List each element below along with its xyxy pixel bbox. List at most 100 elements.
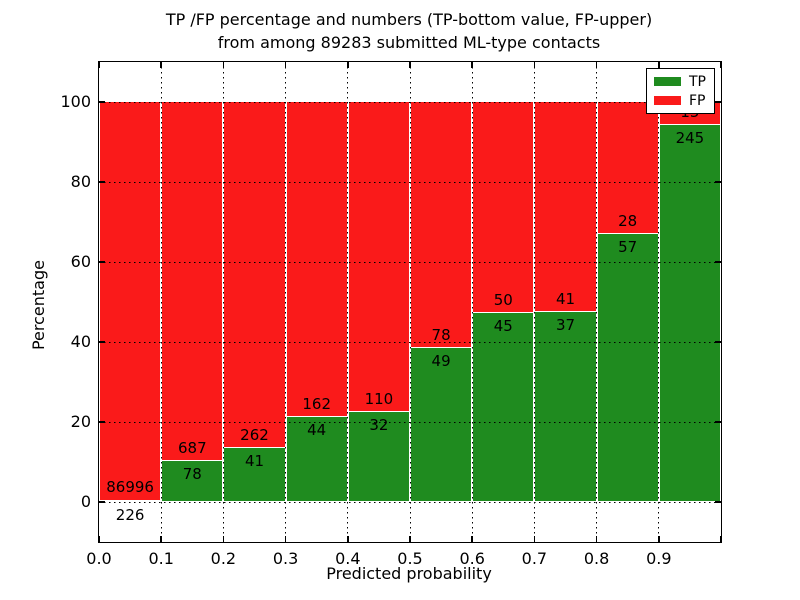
bar-segment-tp <box>659 125 720 502</box>
bar-label-fp: 687 <box>177 439 207 458</box>
x-tick-mark-top <box>347 62 349 68</box>
y-tick-mark-right <box>715 341 721 343</box>
bar-label-tp: 226 <box>115 505 145 524</box>
legend-item-tp: TP <box>654 74 707 90</box>
bar-segment-fp <box>411 102 472 348</box>
gridline-vertical <box>596 62 598 542</box>
x-tick-mark-bottom <box>347 536 349 542</box>
x-tick-label: 0.3 <box>272 549 299 568</box>
y-axis-label: Percentage <box>29 260 48 351</box>
bar-segment-tp <box>286 416 347 502</box>
y-tick-label: 40 <box>70 332 91 351</box>
legend-swatch-tp-icon <box>654 77 681 86</box>
y-tick-label: 100 <box>60 92 91 111</box>
x-tick-label: 0.9 <box>646 549 672 568</box>
bar-segment-tp <box>100 500 161 502</box>
x-tick-mark-bottom <box>720 536 722 542</box>
gridline-vertical <box>222 62 224 542</box>
bar-segment-tp <box>411 347 472 502</box>
gridline-vertical <box>471 62 473 542</box>
chart-title: TP /FP percentage and numbers (TP-bottom… <box>98 8 720 54</box>
y-tick-mark-left <box>99 421 105 423</box>
x-tick-mark-top <box>160 62 162 68</box>
bar-segment-tp <box>535 312 596 502</box>
bar-label-tp: 37 <box>555 316 576 335</box>
y-tick-mark-left <box>99 101 105 103</box>
bar-label-tp: 78 <box>182 465 202 484</box>
y-tick-mark-right <box>715 261 721 263</box>
plot-area: TP FP 86996 226 687 78 262 41 162 44 110 32 78 49 50 4… <box>60 61 722 568</box>
gridline-horizontal <box>99 181 721 183</box>
gridline-vertical <box>533 62 535 542</box>
bar-segment-tp <box>597 233 658 502</box>
x-tick-label: 0.5 <box>397 549 423 568</box>
bar-label-tp: 44 <box>307 420 327 439</box>
bar-segment-tp <box>162 461 223 502</box>
bar-segment-fp <box>224 102 285 448</box>
gridline-horizontal <box>99 341 721 343</box>
x-tick-mark-top <box>658 62 660 68</box>
legend-label: TP <box>689 73 706 90</box>
bar-segment-tp <box>348 411 409 502</box>
x-tick-mark-top <box>284 62 287 68</box>
x-tick-mark-top <box>98 62 100 68</box>
x-tick-mark-bottom <box>409 536 411 542</box>
y-tick-mark-right <box>715 501 721 503</box>
bar-segment-fp <box>162 102 223 462</box>
y-tick-label: 60 <box>70 252 91 271</box>
x-tick-mark-bottom <box>595 536 598 542</box>
gridline-horizontal <box>99 261 721 263</box>
bar-segment-fp <box>597 102 658 234</box>
bar-label-tp: 32 <box>369 415 389 434</box>
x-tick-label: 0.1 <box>148 549 174 568</box>
bar-segment-tp <box>224 447 285 502</box>
x-tick-mark-top <box>595 62 598 68</box>
x-tick-label: 0.2 <box>210 549 237 568</box>
bar-label-fp: 78 <box>431 325 451 344</box>
bar-segment-fp <box>100 102 161 501</box>
bar-segment-tp <box>473 312 534 502</box>
bar-label-tp: 41 <box>244 451 265 470</box>
bar-segment-fp <box>348 102 409 412</box>
x-tick-mark-bottom <box>160 536 162 542</box>
y-tick-mark-left <box>99 181 105 183</box>
gridline-vertical <box>285 62 287 542</box>
bar-label-tp: 245 <box>675 129 705 148</box>
bar-label-fp: 262 <box>240 425 269 444</box>
y-tick-mark-left <box>99 341 105 343</box>
x-tick-mark-bottom <box>658 536 660 542</box>
bar-label-fp: 86996 <box>106 477 154 496</box>
gridline-horizontal <box>99 421 721 423</box>
x-axis-label: Predicted probability <box>326 564 492 583</box>
x-tick-mark-top <box>222 62 225 68</box>
x-tick-mark-bottom <box>533 536 536 542</box>
bar-label-tp: 57 <box>618 237 638 256</box>
legend-item-fp: FP <box>654 93 707 109</box>
x-tick-mark-top <box>471 62 473 68</box>
y-tick-label: 20 <box>70 412 91 431</box>
bar-label-tp: 49 <box>431 351 451 370</box>
gridline-vertical <box>658 62 660 542</box>
y-tick-mark-right <box>715 421 721 423</box>
x-tick-mark-top <box>533 62 536 68</box>
y-tick-label: 0 <box>80 492 91 511</box>
x-tick-mark-top <box>409 62 411 68</box>
x-tick-mark-bottom <box>471 536 473 542</box>
bar-segment-fp <box>473 102 534 313</box>
legend: TP FP <box>646 68 715 114</box>
bar-label-fp: 162 <box>302 394 332 413</box>
chart-title-line1: TP /FP percentage and numbers (TP-bottom… <box>165 10 653 29</box>
x-tick-label: 0.7 <box>521 549 548 568</box>
legend-label: FP <box>689 92 706 109</box>
bar-label-fp: 50 <box>493 290 513 309</box>
gridline-vertical <box>409 62 411 542</box>
gridline-vertical <box>347 62 349 542</box>
y-tick-mark-right <box>715 101 721 103</box>
gridline-horizontal <box>99 101 721 103</box>
x-tick-mark-bottom <box>98 536 100 542</box>
y-tick-mark-left <box>99 501 105 503</box>
bar-label-fp: 41 <box>555 290 576 309</box>
x-tick-mark-bottom <box>222 536 225 542</box>
x-tick-label: 0.4 <box>335 549 361 568</box>
